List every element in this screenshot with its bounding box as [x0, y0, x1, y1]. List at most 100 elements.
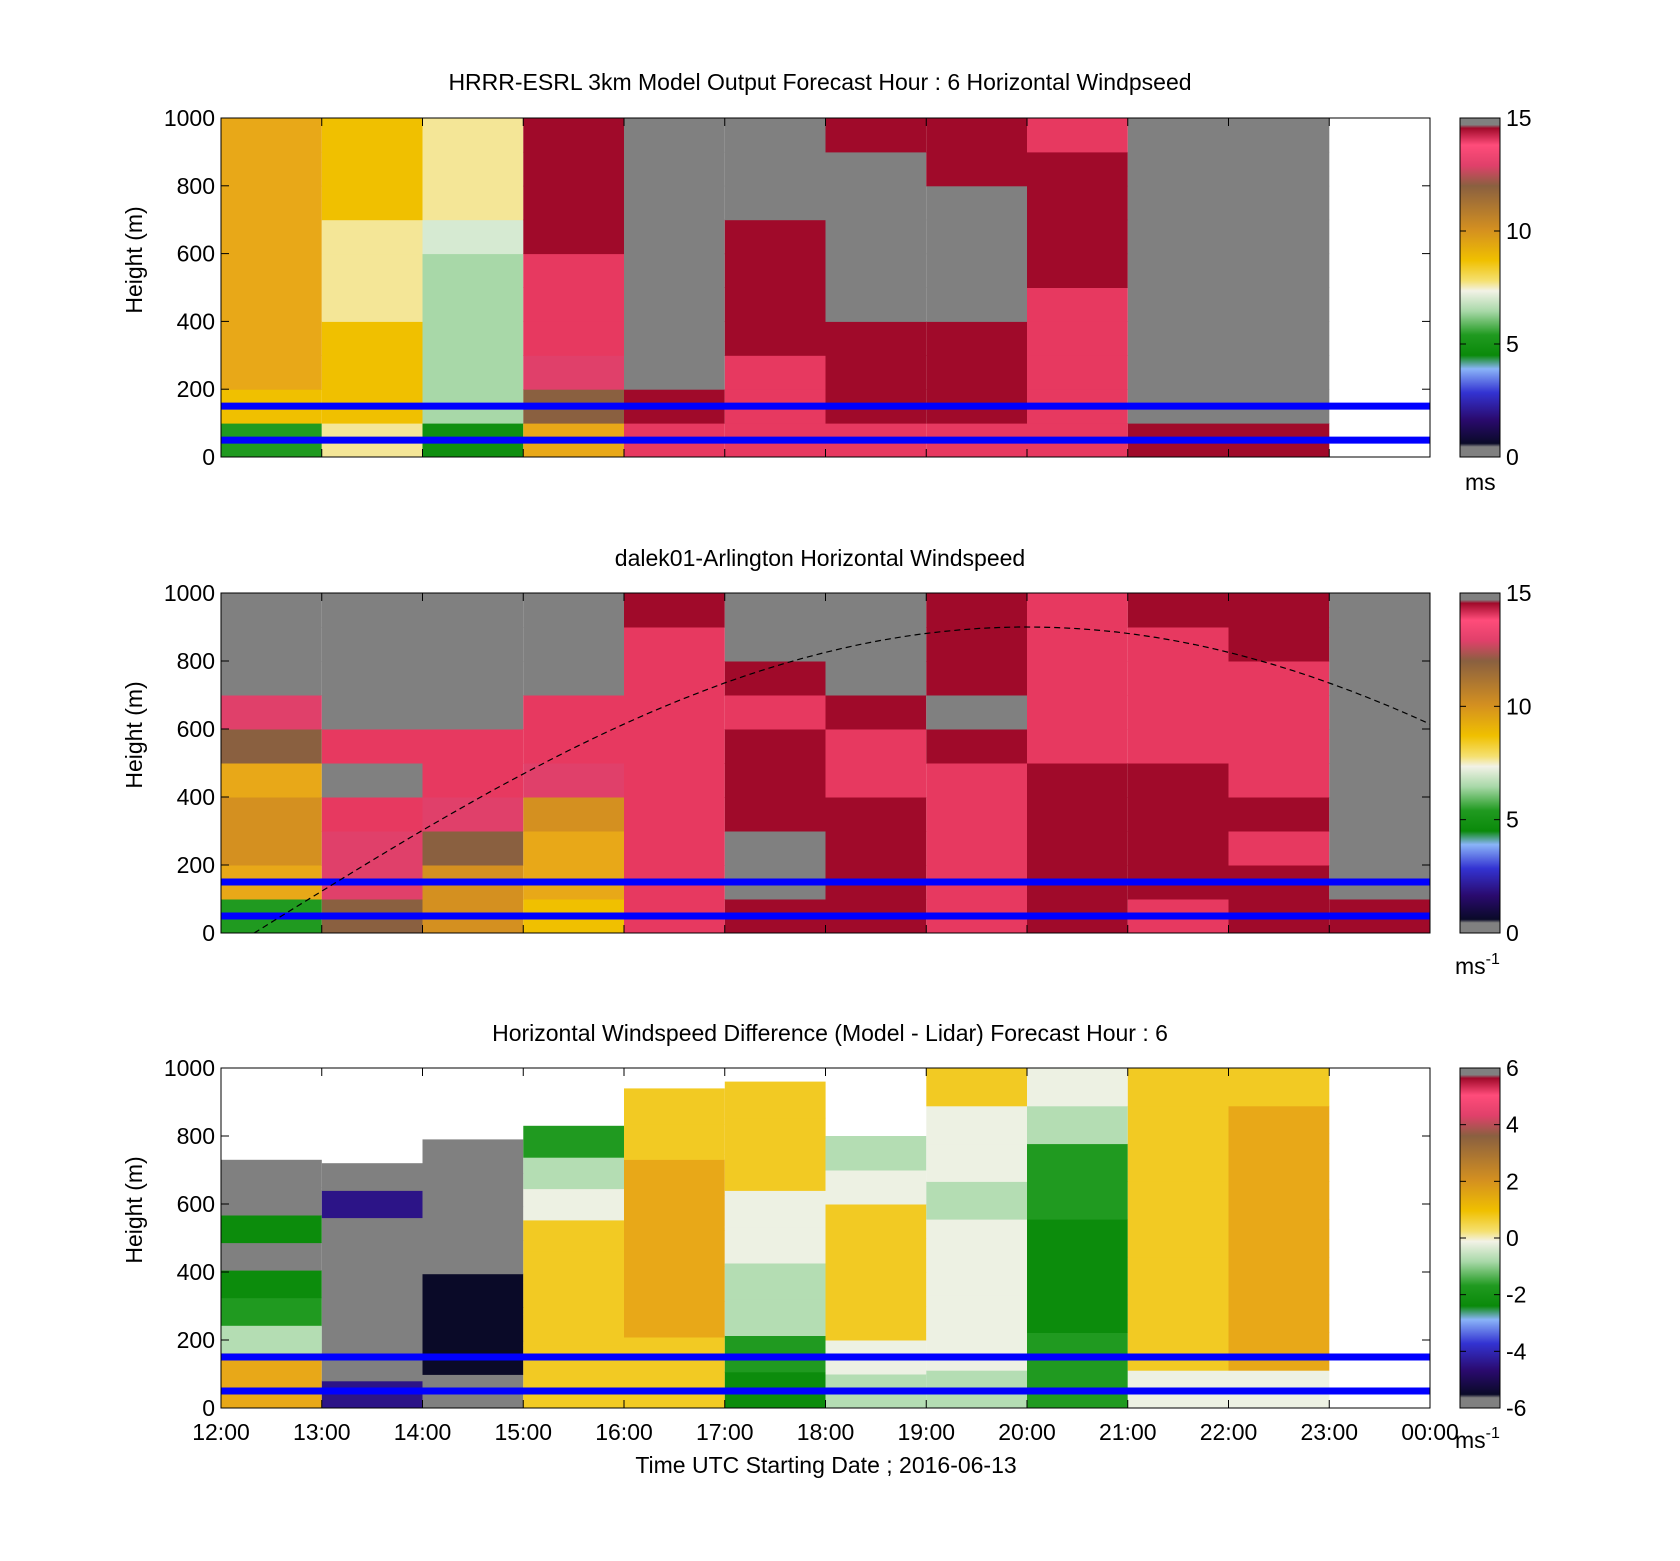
heat-cell [422, 661, 524, 696]
heat-cell [221, 763, 322, 798]
heat-cell [422, 1206, 524, 1241]
heat-cell [321, 593, 423, 628]
heat-cell [1127, 695, 1229, 730]
heat-cell [724, 151, 826, 187]
x-tick-labels: 12:00 13:00 14:00 15:00 16:00 17:00 18:00 19:00… [192, 1419, 1459, 1445]
panel2-axes: 0 200 400 600 800 1000 [164, 580, 1431, 946]
heat-cell [422, 355, 524, 390]
heat-cell [1127, 1219, 1229, 1258]
heat-cell [523, 321, 625, 356]
heat-cell [1127, 729, 1229, 764]
heat-cell [1228, 151, 1330, 187]
heat-cell [926, 593, 1028, 628]
heat-cell [724, 321, 826, 356]
panel2-heatmap [221, 593, 1431, 934]
x-tick-label: 14:00 [394, 1419, 452, 1445]
heat-cell [926, 1219, 1028, 1258]
heat-cell [1329, 661, 1431, 696]
heat-cell [221, 253, 322, 288]
heat-cell [624, 355, 725, 390]
y-tick-label: 200 [177, 852, 215, 878]
heat-cell [1228, 763, 1330, 798]
heat-cell [724, 729, 826, 764]
heat-cell [221, 1159, 322, 1188]
heat-cell [221, 355, 322, 390]
heat-cell [422, 1240, 524, 1275]
heat-cell [825, 593, 927, 628]
panel3-colorbar-unit: ms-1 [1455, 1425, 1500, 1453]
heat-cell [624, 729, 725, 764]
heat-cell [523, 627, 625, 662]
heat-cell [724, 1117, 826, 1155]
heat-cell [523, 1345, 625, 1378]
heat-cell [221, 1270, 322, 1299]
heat-cell [1027, 593, 1128, 628]
panel2-ylabel: Height (m) [121, 681, 147, 788]
heat-cell [926, 1181, 1028, 1220]
colorbar-tick-label: 0 [1506, 444, 1519, 470]
heat-cell [926, 1143, 1028, 1182]
heat-cell [1329, 729, 1431, 764]
heat-cell [724, 1081, 826, 1119]
heat-cell [926, 729, 1028, 764]
heat-cell [523, 219, 625, 255]
heat-cell [1027, 287, 1128, 322]
heat-cell [1127, 355, 1229, 390]
heat-cell [1027, 151, 1128, 187]
heat-cell [321, 695, 423, 730]
heat-cell [422, 797, 524, 832]
heat-cell [523, 695, 625, 730]
heat-cell [221, 1215, 322, 1244]
heat-cell [724, 797, 826, 832]
heat-cell [523, 1251, 625, 1284]
heat-cell [1228, 1105, 1330, 1145]
colorbar-tick-label: 10 [1506, 693, 1532, 719]
heat-cell [1228, 1143, 1330, 1182]
panel1-axes: 0 200 400 600 800 1000 [164, 105, 1431, 470]
panel2-colorbar [1459, 592, 1501, 934]
heat-cell [624, 1159, 725, 1196]
heat-cell [321, 287, 423, 322]
heat-cell [422, 287, 524, 322]
heat-cell [624, 321, 725, 356]
heat-cell [1228, 219, 1330, 255]
colorbar-tick-label: 2 [1506, 1168, 1519, 1194]
heat-cell [523, 729, 625, 764]
heat-cell [523, 1282, 625, 1315]
y-tick-label: 0 [202, 444, 215, 470]
heat-cell [624, 797, 725, 832]
heat-cell [624, 695, 725, 730]
heat-cell [321, 661, 423, 696]
heat-cell [523, 1125, 625, 1158]
heat-cell [1027, 219, 1128, 255]
heat-cell [1228, 1294, 1330, 1333]
heat-cell [724, 219, 826, 255]
heat-cell [1329, 593, 1431, 628]
panel3-colorbar-unit-base: ms [1455, 1427, 1486, 1453]
heat-cell [926, 797, 1028, 832]
heat-cell [1027, 1332, 1128, 1371]
heat-cell [221, 1242, 322, 1271]
heat-cell [321, 627, 423, 662]
heat-cell [422, 321, 524, 356]
heat-cell [1127, 1105, 1229, 1145]
heat-cell [724, 287, 826, 322]
heat-cell [523, 1313, 625, 1346]
heat-cell [1027, 1219, 1128, 1258]
heat-cell [825, 287, 927, 322]
y-tick-label: 1000 [164, 1055, 215, 1081]
heat-cell [1027, 253, 1128, 288]
heat-cell [221, 185, 322, 221]
heat-cell [624, 1230, 725, 1267]
x-tick-label: 21:00 [1099, 1419, 1157, 1445]
y-tick-label: 200 [177, 1327, 215, 1353]
y-tick-label: 400 [177, 1259, 215, 1285]
heat-cell [1127, 1143, 1229, 1182]
heat-cell [221, 797, 322, 832]
heat-cell [321, 253, 423, 288]
y-tick-label: 800 [177, 173, 215, 199]
heat-cell [1127, 1332, 1229, 1371]
heat-cell [825, 1136, 927, 1171]
heat-cell [1228, 797, 1330, 832]
heat-cell [926, 321, 1028, 356]
